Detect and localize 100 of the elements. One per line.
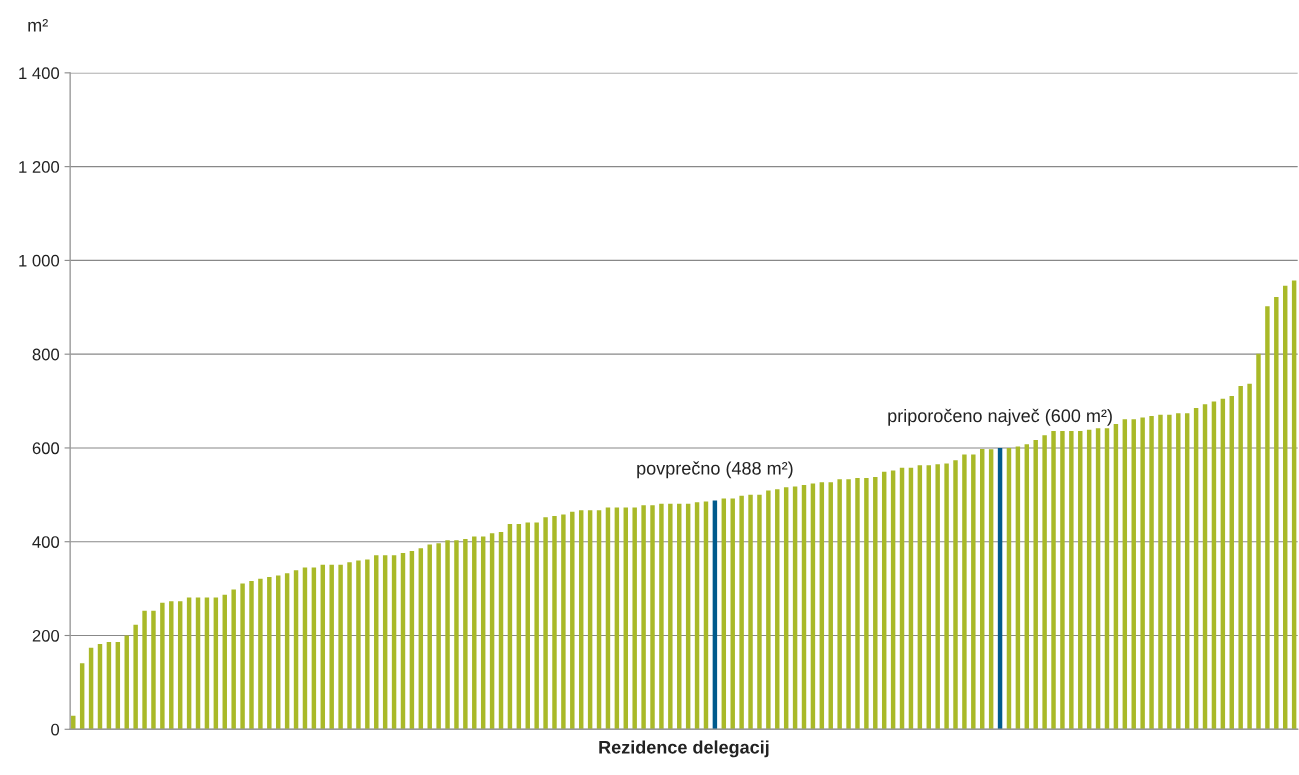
bar: [240, 583, 245, 730]
bar: [730, 498, 735, 730]
bar: [712, 500, 718, 730]
bar: [382, 555, 388, 730]
bar: [739, 495, 744, 730]
bar: [1176, 413, 1181, 730]
y-tick-label: 1 000: [19, 254, 60, 267]
bar: [997, 447, 1003, 730]
y-tick-label: 400: [32, 536, 60, 548]
bar: [561, 514, 566, 730]
bar: [828, 482, 833, 730]
bar: [454, 540, 459, 730]
bar: [1113, 424, 1119, 730]
bar: [1247, 383, 1252, 730]
bar: [703, 501, 709, 730]
bar: [1051, 431, 1056, 730]
bar: [400, 552, 406, 730]
bar: [783, 487, 789, 730]
bar: [1015, 446, 1021, 730]
bar: [534, 522, 539, 730]
bar: [249, 581, 254, 730]
bar: [284, 573, 290, 730]
bar: [507, 523, 513, 730]
bar: [1220, 398, 1226, 730]
bar: [160, 602, 165, 730]
bar: [391, 555, 397, 730]
bar: [935, 464, 940, 730]
bar: [988, 449, 994, 730]
data-label: priporočeno največ (600 m²): [888, 408, 1112, 426]
bar: [1184, 413, 1190, 730]
bar: [1078, 431, 1083, 730]
bar: [775, 489, 780, 730]
bar: [552, 515, 557, 730]
bar: [757, 494, 762, 730]
x-axis-title: Rezidence delegacij: [599, 740, 769, 758]
data-label: povprečno (488 m²): [637, 461, 793, 479]
bar: [1006, 447, 1012, 730]
bar: [1069, 431, 1074, 730]
y-tick-label: 0: [51, 723, 60, 736]
bar: [570, 511, 575, 730]
bar: [614, 507, 620, 730]
bar: [801, 484, 807, 730]
bar: [1024, 444, 1030, 730]
bar: [650, 505, 655, 730]
bar: [1256, 353, 1261, 730]
bar: [587, 510, 593, 730]
bar: [1211, 401, 1217, 730]
bar: [418, 548, 424, 730]
bar: [1086, 429, 1092, 730]
bar: [1265, 306, 1270, 730]
bar: [1229, 395, 1234, 730]
bar: [837, 479, 842, 730]
bar: [748, 494, 753, 730]
bar: [436, 543, 441, 730]
bar: [177, 601, 183, 730]
bar: [890, 470, 896, 730]
bar: [1291, 280, 1297, 730]
bar: [374, 555, 379, 730]
bar: [980, 448, 985, 730]
y-tick-label: 200: [32, 629, 60, 642]
bar: [1202, 404, 1208, 730]
bar: [543, 517, 548, 730]
bar: [498, 531, 504, 730]
y-tick-label: 800: [32, 348, 60, 361]
y-tick-label: 600: [32, 442, 60, 455]
bar: [908, 467, 914, 730]
bar: [792, 486, 798, 730]
bar: [668, 503, 673, 730]
bar: [623, 507, 628, 730]
bar: [1238, 386, 1243, 730]
bar: [1158, 414, 1163, 730]
bar: [864, 477, 869, 730]
bar: [926, 465, 931, 730]
bar: [1131, 419, 1136, 730]
bar: [659, 503, 664, 730]
bar: [472, 536, 477, 730]
bar: [1167, 414, 1172, 730]
bar: [855, 477, 860, 730]
bar: [258, 578, 263, 730]
bar: [445, 540, 450, 730]
bar: [1095, 428, 1101, 730]
bar: [1193, 408, 1199, 730]
bar: [962, 454, 967, 730]
bar: [641, 505, 646, 730]
bar: [578, 510, 584, 730]
bar: [142, 610, 147, 730]
bar: [1060, 431, 1065, 730]
bar: [329, 564, 334, 730]
bar: [846, 479, 851, 730]
bar: [899, 467, 905, 730]
bar: [1033, 439, 1038, 730]
bar: [231, 589, 236, 730]
bar: [267, 576, 272, 730]
bar: [347, 562, 352, 730]
bar: [338, 564, 343, 730]
bar: [276, 575, 281, 730]
bar: [427, 544, 432, 730]
bar: [463, 538, 468, 730]
bar: [971, 454, 976, 730]
bar: [632, 507, 637, 730]
